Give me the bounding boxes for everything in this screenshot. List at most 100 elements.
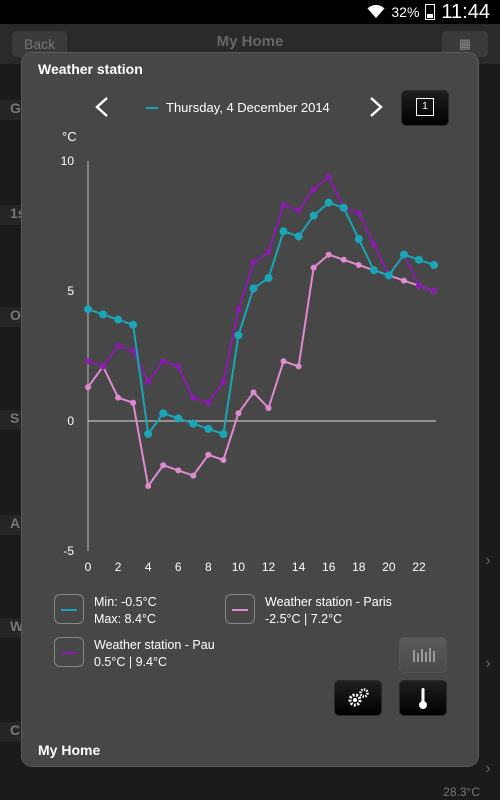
- legend-series-name: Weather station - Paris: [265, 595, 392, 609]
- data-point: [369, 266, 378, 275]
- y-tick-label: 10: [61, 154, 75, 168]
- data-point: [205, 451, 212, 458]
- data-point: [235, 410, 242, 417]
- data-point: [339, 203, 348, 212]
- data-point: [279, 227, 288, 236]
- data-point: [399, 250, 408, 259]
- data-point: [265, 249, 272, 255]
- legend-swatch: [225, 594, 255, 624]
- data-point: [325, 173, 332, 180]
- legend-swatch: [54, 637, 84, 667]
- settings-button[interactable]: [335, 681, 381, 715]
- data-point: [160, 462, 167, 469]
- legend-max: Max: 8.4°C: [94, 612, 156, 626]
- next-day-icon[interactable]: [366, 95, 386, 119]
- temperature-button[interactable]: [400, 681, 446, 715]
- data-point: [159, 409, 168, 418]
- chevron-right-icon: ›: [485, 552, 491, 569]
- legend-item: Min: -0.5°C Max: 8.4°C: [54, 594, 157, 628]
- data-point: [174, 414, 183, 423]
- background-row-letter: G: [0, 100, 24, 120]
- data-point: [354, 235, 363, 243]
- data-point: [415, 282, 422, 289]
- calendar-icon: 1: [416, 98, 434, 116]
- data-point: [234, 331, 243, 340]
- wifi-icon: [367, 5, 385, 18]
- x-tick-label: 6: [175, 560, 182, 574]
- data-point: [85, 384, 91, 391]
- data-point: [144, 430, 153, 438]
- data-point: [190, 394, 197, 401]
- clock: 11:44: [441, 0, 490, 23]
- temperature-chart: °C 10 5 0 -5 0 2 4 6 8 10 12 14 16 18 20 22: [61, 129, 438, 574]
- previous-day-icon[interactable]: [92, 95, 112, 119]
- data-point: [145, 379, 152, 385]
- back-button[interactable]: Back: [12, 31, 68, 57]
- data-point: [99, 310, 108, 319]
- data-point: [250, 389, 257, 396]
- data-point: [175, 363, 182, 370]
- data-point: [431, 288, 437, 294]
- series-line: [87, 174, 435, 404]
- data-point: [355, 210, 362, 216]
- data-point: [295, 363, 302, 370]
- calendar-button[interactable]: 1: [402, 91, 448, 125]
- background-row-letter: W: [0, 618, 24, 638]
- gears-icon: [348, 688, 369, 707]
- current-date: Thursday, 4 December 2014: [166, 100, 330, 115]
- legend-item: Weather station - Pau 0.5°C | 9.4°C: [54, 637, 215, 671]
- data-point: [220, 379, 227, 385]
- data-point: [130, 347, 137, 354]
- y-axis-label: °C: [62, 129, 77, 144]
- data-point: [370, 241, 377, 248]
- weather-station-dialog: Weather station Thursday, 4 December 201…: [22, 53, 478, 766]
- data-point: [400, 277, 407, 284]
- data-point: [310, 186, 317, 193]
- histogram-button[interactable]: [400, 638, 446, 672]
- data-point: [265, 405, 272, 411]
- legend-series-range: 0.5°C | 9.4°C: [94, 655, 167, 669]
- background-row-letter: S: [0, 410, 24, 430]
- background-row-letter: C: [0, 722, 24, 742]
- data-point: [175, 467, 182, 474]
- x-tick-label: 0: [85, 560, 92, 574]
- background-row-letter: O: [0, 307, 24, 327]
- data-point: [130, 399, 137, 406]
- data-point: [84, 305, 92, 314]
- x-tick-label: 16: [322, 560, 336, 574]
- data-point: [129, 320, 138, 329]
- data-point: [294, 232, 303, 241]
- thermometer-icon: [419, 688, 427, 709]
- data-point: [280, 358, 287, 365]
- date-selector: Thursday, 4 December 2014: [146, 100, 330, 115]
- dialog-title: Weather station: [38, 61, 143, 77]
- battery-icon: [425, 4, 436, 20]
- y-tick-label: 0: [67, 414, 74, 428]
- data-point: [414, 255, 423, 264]
- data-point: [219, 430, 228, 438]
- x-tick-label: 18: [352, 560, 366, 574]
- data-point: [264, 274, 273, 282]
- data-point: [235, 306, 242, 313]
- background-row-letter: A: [0, 515, 24, 535]
- data-point: [114, 315, 123, 324]
- background-value: 28.3°C: [443, 785, 480, 799]
- data-point: [295, 207, 302, 214]
- legend-swatch: [54, 594, 84, 624]
- x-tick-label: 20: [382, 560, 396, 574]
- data-point: [189, 419, 198, 428]
- y-tick-label: -5: [63, 544, 74, 558]
- x-tick-label: 14: [292, 560, 306, 574]
- grid-menu-button[interactable]: ▦: [442, 31, 488, 57]
- data-point: [310, 264, 317, 271]
- data-point: [85, 358, 91, 365]
- data-point: [309, 211, 318, 220]
- y-tick-label: 5: [67, 284, 74, 298]
- legend-item: Weather station - Paris -2.5°C | 7.2°C: [225, 594, 392, 628]
- page-title: My Home: [216, 33, 284, 50]
- chevron-right-icon: ›: [485, 655, 491, 672]
- data-point: [220, 457, 227, 463]
- x-tick-label: 22: [412, 560, 426, 574]
- background-row-letter: 1s: [0, 205, 26, 225]
- x-tick-label: 12: [262, 560, 276, 574]
